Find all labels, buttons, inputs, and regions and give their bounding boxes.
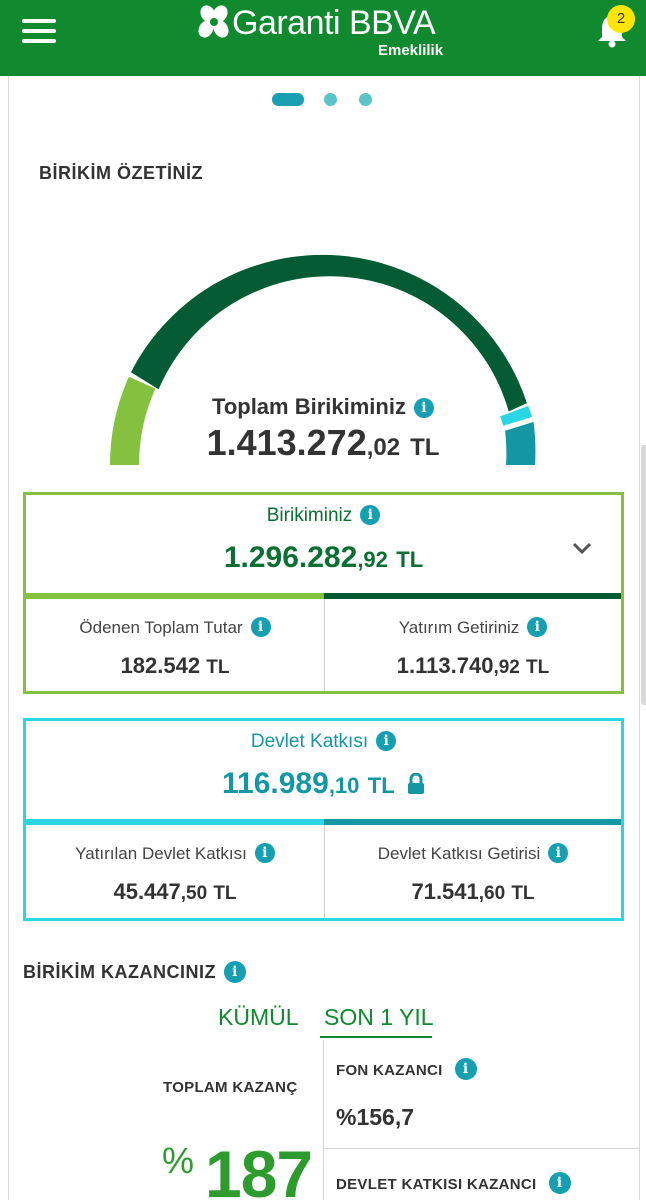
gauge-segment-paid [109, 376, 156, 465]
info-icon[interactable]: i [413, 398, 434, 418]
garanti-flower-icon [198, 5, 229, 38]
savings-card-header[interactable]: Birikiminiz i 1.296.282,92 TL [26, 495, 621, 599]
earnings-period-tabs: KÜMÜL SON 1 YIL [0, 1004, 646, 1038]
info-icon[interactable]: i [454, 1058, 477, 1080]
app-header: Garanti BBVA Emeklilik 2 [0, 0, 646, 76]
earnings-title: BİRİKİM KAZANCINIZ i [23, 961, 246, 983]
contribution-share-bar [26, 819, 324, 825]
info-icon[interactable]: i [548, 1172, 571, 1194]
carousel-dot[interactable] [359, 93, 372, 106]
fund-earnings-label: FON KAZANCI i [336, 1058, 477, 1080]
info-icon[interactable]: i [360, 505, 381, 525]
content-frame [8, 76, 640, 1200]
investment-return-cell: Yatırım Getiriniz i 1.113.740,92 TL [396, 617, 550, 678]
active-tab-underline [320, 1036, 432, 1038]
carousel-dot-active[interactable] [272, 93, 304, 106]
info-icon[interactable]: i [376, 731, 397, 751]
contribution-return-share-bar [324, 819, 621, 825]
info-icon[interactable]: i [223, 961, 246, 983]
contribution-return-cell: Devlet Katkısı Getirisi i 71.541,60 TL [325, 825, 621, 918]
info-icon[interactable]: i [527, 617, 548, 637]
edge-scroll-handle[interactable] [641, 445, 646, 705]
gauge-segment-state-contribution [500, 405, 533, 426]
total-earnings-value: 187 [205, 1137, 313, 1200]
chevron-down-icon[interactable] [571, 537, 593, 559]
savings-gauge-chart [109, 254, 536, 465]
total-earnings-percent-sign: % [162, 1140, 195, 1181]
brand-logo: Garanti BBVA Emeklilik [196, 0, 456, 70]
total-savings-label: Toplam Birikiminiz i [0, 394, 646, 420]
lock-icon [407, 772, 424, 794]
invested-contribution-cell: Yatırılan Devlet Katkısı i 45.447,50 TL [26, 825, 324, 918]
state-contribution-card: Devlet Katkısı i 116.989,10 TL Yatırılan … [23, 718, 624, 921]
state-contribution-label: Devlet Katkısı i [26, 731, 621, 753]
fund-earnings-value: %156,7 [336, 1104, 415, 1130]
savings-card: Birikiminiz i 1.296.282,92 TL Ödenen Topl… [23, 492, 624, 694]
info-icon[interactable]: i [254, 843, 275, 863]
hamburger-menu-icon[interactable] [22, 16, 56, 46]
cell-divider [324, 825, 325, 918]
summary-title: BİRİKİM ÖZETİNİZ [39, 163, 203, 183]
carousel-dot[interactable] [324, 93, 337, 106]
savings-value: 1.296.282,92 TL [223, 541, 424, 574]
earnings-row-divider [324, 1148, 640, 1149]
brand-name: Garanti BBVA [232, 4, 436, 42]
total-savings-value: 1.413.272,02 TL [206, 422, 440, 463]
info-icon[interactable]: i [548, 843, 569, 863]
total-earnings-label: TOPLAM KAZANÇ [163, 1079, 298, 1096]
paid-total-cell: Ödenen Toplam Tutar i 182.542 TL [26, 599, 324, 691]
brand-subtitle: Emeklilik [378, 42, 444, 59]
tab-last-year[interactable]: SON 1 YIL [324, 1004, 434, 1030]
cell-divider [324, 599, 325, 691]
gauge-segment-return [131, 254, 527, 412]
paid-share-bar [26, 593, 324, 599]
info-icon[interactable]: i [250, 617, 271, 637]
savings-label: Birikiminiz i [26, 505, 621, 527]
gauge-segment-state-return [505, 421, 536, 465]
earnings-column-divider [323, 1040, 324, 1200]
state-contribution-value: 116.989,10 TL [26, 767, 621, 801]
notification-badge: 2 [607, 5, 635, 33]
state-contribution-earnings-label: DEVLET KATKISI KAZANCI i [336, 1172, 571, 1194]
tab-cumulative[interactable]: KÜMÜL [218, 1004, 299, 1030]
state-contribution-header[interactable]: Devlet Katkısı i 116.989,10 TL [26, 721, 621, 825]
return-share-bar [324, 593, 621, 599]
